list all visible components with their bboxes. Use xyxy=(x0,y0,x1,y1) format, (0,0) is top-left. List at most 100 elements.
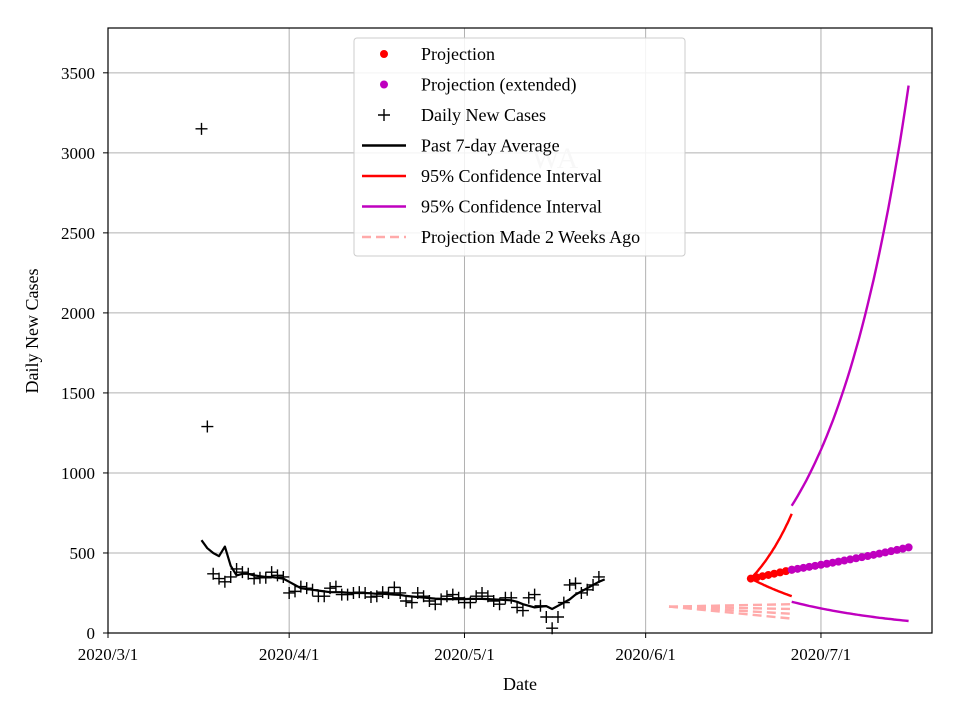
daily-case-marker xyxy=(470,590,483,603)
daily-case-marker xyxy=(581,583,594,596)
daily-case-marker xyxy=(435,593,448,606)
old-projection-line xyxy=(668,605,792,620)
y-tick-label: 0 xyxy=(87,624,96,643)
daily-case-marker xyxy=(440,590,453,603)
ci-red-upper xyxy=(749,513,793,580)
daily-case-marker xyxy=(271,569,284,582)
daily-case-marker xyxy=(376,586,389,599)
daily-case-marker xyxy=(446,588,459,601)
daily-case-marker xyxy=(300,582,313,595)
daily-case-marker xyxy=(218,575,231,588)
legend-swatch-dot xyxy=(380,80,388,89)
y-tick-label: 2000 xyxy=(61,304,95,323)
daily-case-marker xyxy=(388,581,401,594)
legend-swatch-plus xyxy=(378,109,390,121)
daily-case-marker xyxy=(236,566,249,579)
daily-case-marker xyxy=(546,622,559,635)
y-axis-label: Daily New Cases xyxy=(22,269,42,394)
daily-case-marker xyxy=(324,582,337,595)
y-tick-label: 2500 xyxy=(61,224,95,243)
x-tick-label: 2020/6/1 xyxy=(615,645,675,664)
daily-case-marker xyxy=(452,591,465,604)
daily-case-marker xyxy=(511,601,524,614)
ci-red-lower xyxy=(750,577,793,598)
x-tick-label: 2020/3/1 xyxy=(78,645,138,664)
legend-label: Daily New Cases xyxy=(421,105,546,125)
daily-case-marker xyxy=(382,586,395,599)
daily-case-marker xyxy=(481,590,494,603)
daily-case-marker xyxy=(400,594,413,607)
daily-case-marker xyxy=(563,578,576,591)
daily-case-marker xyxy=(505,591,518,604)
daily-case-marker xyxy=(528,588,541,601)
daily-case-marker xyxy=(265,566,278,579)
x-tick-label: 2020/5/1 xyxy=(434,645,494,664)
legend-label: Past 7-day Average xyxy=(421,136,560,156)
daily-case-marker xyxy=(551,610,564,623)
daily-case-marker xyxy=(201,420,214,433)
daily-case-marker xyxy=(259,571,272,584)
series-layer xyxy=(195,85,913,635)
legend-box xyxy=(353,37,686,257)
ci-purple-lower xyxy=(791,600,909,623)
daily-case-marker xyxy=(318,590,331,603)
daily-case-marker xyxy=(289,585,302,598)
daily-case-marker xyxy=(487,594,500,607)
legend-label: 95% Confidence Interval xyxy=(421,166,602,186)
daily-case-marker xyxy=(230,562,243,575)
daily-case-marker xyxy=(347,586,360,599)
daily-case-marker xyxy=(522,591,535,604)
daily-case-marker xyxy=(394,586,407,599)
legend: Projection Projection (extended) Daily New… xyxy=(353,37,686,257)
daily-case-marker xyxy=(405,596,418,609)
seven-day-average-line xyxy=(200,539,606,611)
y-tick-label: 3000 xyxy=(61,144,95,163)
y-tick-label: 500 xyxy=(70,544,96,563)
daily-case-marker xyxy=(224,570,237,583)
daily-case-marker xyxy=(417,590,430,603)
daily-case-marker xyxy=(540,610,553,623)
daily-case-marker xyxy=(306,583,319,596)
daily-case-marker xyxy=(516,604,529,617)
daily-case-marker xyxy=(353,586,366,599)
y-tick-label: 1000 xyxy=(61,464,95,483)
daily-case-marker xyxy=(213,572,226,585)
daily-case-marker xyxy=(207,567,220,580)
daily-case-marker xyxy=(423,594,436,607)
legend-swatch-dot xyxy=(380,50,388,58)
x-tick-label: 2020/4/1 xyxy=(259,645,319,664)
daily-case-marker xyxy=(587,578,600,591)
daily-case-marker xyxy=(464,596,477,609)
daily-case-marker xyxy=(364,590,377,603)
daily-case-marker xyxy=(411,586,424,599)
ci-purple-upper xyxy=(790,85,910,507)
daily-case-marker xyxy=(329,580,342,593)
daily-case-marker xyxy=(248,572,261,585)
plot-frame xyxy=(107,27,933,634)
daily-case-marker xyxy=(341,588,354,601)
daily-case-marker xyxy=(534,599,547,612)
daily-case-marker xyxy=(242,567,255,580)
legend-label: Projection Made 2 Weeks Ago xyxy=(421,227,640,247)
y-tick-label: 3500 xyxy=(61,64,95,83)
projection-extended-point xyxy=(904,543,913,552)
legend-label: 95% Confidence Interval xyxy=(421,197,602,217)
daily-case-marker xyxy=(294,580,307,593)
x-tick-label: 2020/7/1 xyxy=(791,645,851,664)
daily-case-marker xyxy=(429,598,442,611)
y-tick-label: 1500 xyxy=(61,384,95,403)
daily-case-marker xyxy=(476,586,489,599)
legend-label: Projection xyxy=(421,44,495,64)
daily-case-marker xyxy=(277,570,290,583)
daily-case-marker xyxy=(575,586,588,599)
axes-layer: 2020/3/1 2020/4/1 2020/5/1 2020/6/1 2020/7/1… xyxy=(61,64,851,664)
daily-case-marker xyxy=(195,122,208,135)
legend-label: Projection (extended) xyxy=(421,75,576,96)
daily-case-marker xyxy=(493,598,506,611)
x-axis-label: Date xyxy=(503,674,537,694)
daily-case-marker xyxy=(569,577,582,590)
daily-case-marker xyxy=(592,570,605,583)
daily-case-marker xyxy=(557,596,570,609)
daily-case-marker xyxy=(283,586,296,599)
